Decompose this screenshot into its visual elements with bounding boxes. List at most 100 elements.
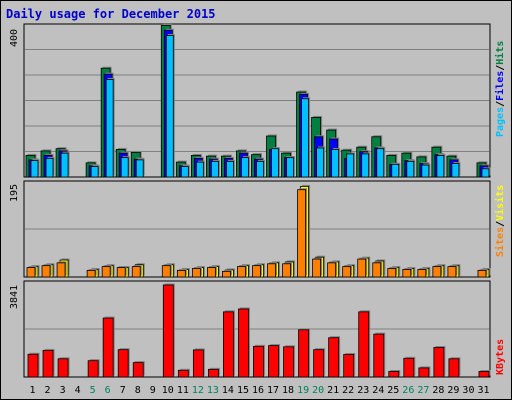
sites-bar [402,269,412,278]
y-legend-middle: Sites/Visits [494,185,506,257]
pages-bar [241,157,249,178]
x-tick-label: 14 [222,385,234,396]
kbytes-bar [283,346,294,378]
sites-bar [342,266,352,278]
kbytes-bar [238,308,249,378]
legend-slash: / [495,101,506,107]
sites-bar [282,263,291,278]
kbytes-bar [313,349,325,378]
x-tick-label: 29 [447,385,459,396]
x-tick-label: 22 [342,385,354,396]
sites-bar [56,262,66,278]
kbytes-bar [403,357,415,378]
sites-bar [312,258,322,278]
sites-bar [222,270,231,278]
pages-bar [165,35,174,178]
x-tick-label: 8 [135,385,141,396]
kbytes-bar [448,358,460,378]
legend-slash: / [495,221,506,227]
legend-sites: Sites [494,227,506,257]
pages-bar [436,154,445,178]
kbytes-bar [192,349,204,378]
kbytes-bar [343,354,355,378]
x-tick-label: 4 [75,385,81,396]
x-tick-label: 15 [237,385,249,396]
x-tick-label: 2 [45,385,51,396]
x-tick-label: 23 [357,385,369,396]
pages-bar [481,168,490,178]
kbytes-bar [117,349,129,378]
pages-bar [135,159,144,178]
pages-bar [316,147,325,178]
sites-bar [297,189,306,278]
kbytes-bar [418,367,430,378]
pages-bar [210,160,219,178]
x-tick-label: 11 [177,385,189,396]
kbytes-bar [27,353,39,378]
x-tick-label: 25 [387,385,399,396]
pages-bar [331,149,340,178]
x-tick-label: 21 [327,385,339,396]
x-tick-label: 9 [150,385,156,396]
sites-bar [116,267,126,278]
sites-bar [417,269,427,278]
sites-bar [206,267,216,278]
y-max-label-middle: 195 [9,184,20,202]
pages-bar [361,153,370,178]
kbytes-bar [358,311,370,378]
y-legend-bottom: KBytes [495,339,506,375]
x-tick-label: 19 [297,385,309,396]
kbytes-bar [298,329,309,378]
y-max-label-bottom: 3841 [9,285,20,309]
x-tick-label: 27 [417,385,429,396]
sites-bar [26,267,36,278]
pages-bar [451,163,460,178]
x-tick-label: 30 [462,385,474,396]
pages-bar [421,164,430,178]
sites-bar [191,268,201,278]
sites-bar [252,265,261,278]
pages-bar [226,160,234,178]
sites-bar [161,265,171,278]
pages-bar [346,153,355,178]
pages-bar [60,152,69,178]
kbytes-bar [162,284,174,378]
legend-pages: Pages [495,107,506,137]
sites-bar [267,263,276,278]
x-tick-label: 12 [192,385,204,396]
y-legend-top: Pages/Files/Hits [494,41,506,137]
legend-files: Files [494,71,506,101]
sites-bar [101,266,111,278]
x-tick-label: 10 [162,385,174,396]
kbytes-bar [373,333,385,378]
sites-bar [327,262,337,278]
pages-bar [376,148,385,178]
sites-bar [41,265,51,278]
pages-bar [90,166,99,178]
kbytes-bar [328,337,340,378]
x-tick-label: 7 [120,385,126,396]
x-tick-label: 3 [60,385,66,396]
sites-bar [432,266,442,278]
pages-bar [286,157,294,178]
kbytes-bar [388,371,400,378]
x-tick-label: 6 [105,385,111,396]
x-tick-label: 13 [207,385,219,396]
kbytes-bar [57,358,69,378]
chart-title: Daily usage for December 2015 [6,7,216,21]
pages-bar [45,157,54,178]
legend-visits: Visits [494,185,506,221]
x-tick-label: 5 [90,385,96,396]
y-max-label-top: 400 [9,29,20,47]
sites-bar [387,268,397,278]
kbytes-bar [207,368,219,378]
x-tick-label: 31 [477,385,489,396]
kbytes-bar [433,347,445,378]
x-tick-label: 24 [372,385,384,396]
x-tick-label: 20 [312,385,324,396]
sites-bar [447,266,457,278]
x-tick-label: 16 [252,385,264,396]
kbytes-bar [253,345,264,378]
kbytes-bar [42,350,54,378]
